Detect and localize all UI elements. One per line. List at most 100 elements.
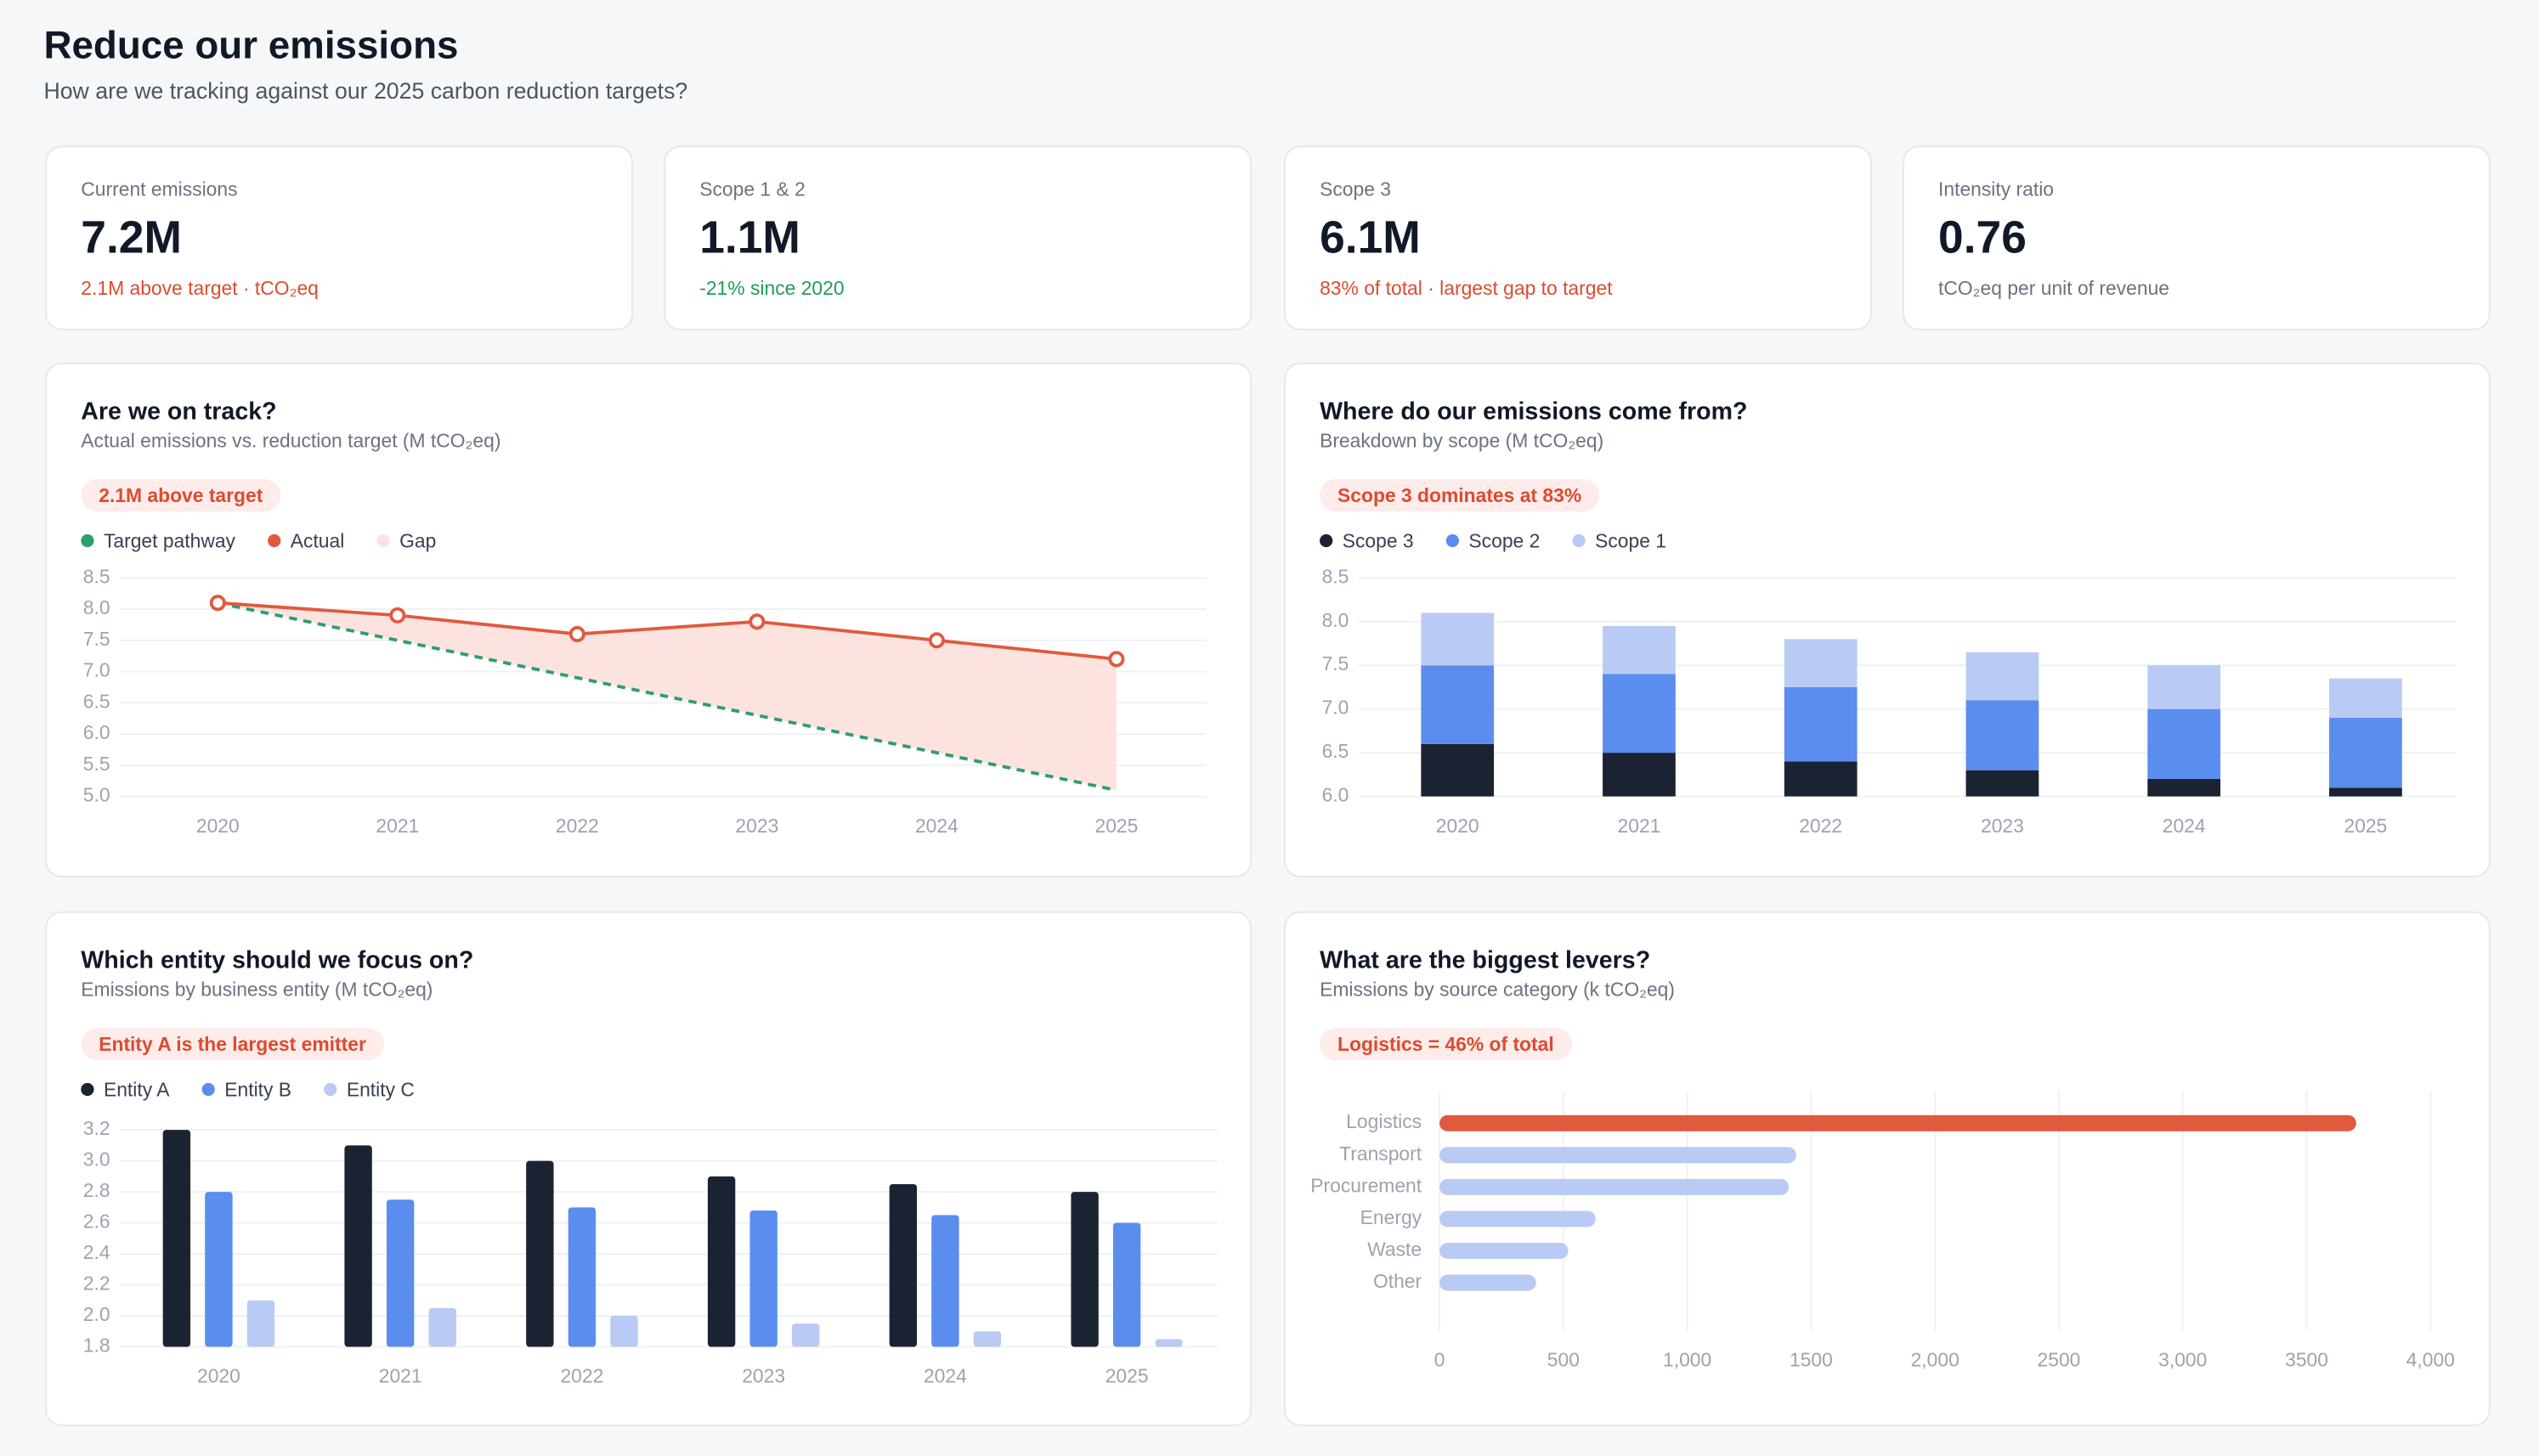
bar bbox=[344, 1145, 372, 1347]
x-tick-label: 2022 bbox=[1799, 815, 1842, 837]
legend-label: Scope 3 bbox=[1343, 529, 1414, 551]
y-tick-label: 3.2 bbox=[83, 1117, 110, 1139]
y-tick-label: 8.0 bbox=[1322, 609, 1349, 631]
x-tick-label: 1500 bbox=[1790, 1349, 1833, 1371]
y-tick-label: Transport bbox=[1339, 1143, 1422, 1165]
x-tick-label: 500 bbox=[1547, 1349, 1580, 1371]
x-tick-label: 2024 bbox=[924, 1365, 967, 1387]
bar bbox=[1439, 1211, 1596, 1227]
chart-card: Are we on track? Actual emissions vs. red… bbox=[45, 362, 1253, 878]
y-tick-label: 8.5 bbox=[83, 565, 110, 587]
y-tick-label: 7.0 bbox=[1322, 697, 1349, 719]
y-tick-label: 7.5 bbox=[83, 628, 110, 650]
y-tick-label: Procurement bbox=[1310, 1174, 1422, 1196]
kpi-note: tCO₂eq per unit of revenue bbox=[1938, 276, 2170, 300]
y-tick-label: Waste bbox=[1367, 1239, 1422, 1261]
chart: Which entity should we focus on? Emission… bbox=[81, 946, 1219, 1387]
bar-segment bbox=[1421, 612, 1495, 666]
legend-swatch bbox=[81, 1082, 94, 1097]
legend-swatch bbox=[268, 533, 281, 548]
x-tick-label: 2023 bbox=[735, 815, 778, 837]
legend-swatch bbox=[81, 533, 94, 548]
y-tick-label: 5.0 bbox=[83, 784, 110, 806]
chart: Where do our emissions come from? Breakdo… bbox=[1320, 398, 2457, 837]
gap-area bbox=[218, 602, 1117, 791]
x-tick-label: 2500 bbox=[2038, 1349, 2081, 1371]
chart-subtitle: Actual emissions vs. reduction target (M… bbox=[81, 429, 500, 451]
legend-label: Entity B bbox=[224, 1078, 291, 1100]
bar bbox=[792, 1323, 820, 1347]
bar-segment bbox=[2329, 678, 2402, 718]
chart-card: Which entity should we focus on? Emission… bbox=[45, 911, 1253, 1426]
legend-swatch bbox=[1572, 533, 1586, 548]
point bbox=[568, 625, 585, 642]
x-tick-label: 2021 bbox=[379, 1365, 422, 1387]
x-tick-label: 2022 bbox=[556, 815, 599, 837]
kpi-card: Scope 3 6.1M 83% of total · largest gap … bbox=[1284, 145, 1872, 330]
annotation: 2.1M above target bbox=[99, 484, 263, 506]
chart-card: What are the biggest levers? Emissions by… bbox=[1284, 911, 2491, 1426]
y-tick-label: 2.0 bbox=[83, 1303, 110, 1325]
x-tick-label: 2022 bbox=[560, 1365, 603, 1387]
annotation-badge bbox=[81, 479, 281, 512]
kpi-value: 6.1M bbox=[1320, 212, 1421, 262]
bar-segment bbox=[1603, 753, 1676, 797]
x-tick-label: 2021 bbox=[376, 815, 419, 837]
kpi-note: 2.1M above target · tCO₂eq bbox=[81, 276, 319, 300]
annotation: Entity A is the largest emitter bbox=[99, 1033, 366, 1055]
x-tick-label: 2023 bbox=[1981, 815, 2024, 837]
bar-segment bbox=[2329, 717, 2402, 788]
legend-label: Scope 2 bbox=[1468, 529, 1540, 551]
series-line bbox=[218, 601, 1117, 661]
y-tick-label: 6.0 bbox=[1322, 784, 1349, 806]
chart-subtitle: Emissions by business entity (M tCO₂eq) bbox=[81, 978, 433, 1000]
annotation-badge bbox=[1320, 1028, 1572, 1061]
bar bbox=[1071, 1192, 1099, 1347]
x-tick-label: 1,000 bbox=[1663, 1349, 1711, 1371]
legend-label: Entity A bbox=[104, 1078, 170, 1100]
bar-segment bbox=[2147, 778, 2221, 797]
chart-title: Are we on track? bbox=[81, 398, 276, 425]
kpi-card: Intensity ratio 0.76 tCO₂eq per unit of … bbox=[1903, 145, 2491, 330]
y-tick-label: 2.8 bbox=[83, 1179, 110, 1201]
bar-segment bbox=[1965, 652, 2039, 701]
y-tick-label: 8.5 bbox=[1322, 565, 1349, 587]
point bbox=[928, 632, 945, 649]
x-tick-label: 2025 bbox=[1106, 1365, 1149, 1387]
y-tick-label: 8.0 bbox=[83, 596, 110, 618]
y-tick-label: 5.5 bbox=[83, 753, 110, 775]
bar bbox=[973, 1331, 1002, 1347]
y-tick-label: 6.5 bbox=[83, 690, 110, 712]
annotation: Logistics = 46% of total bbox=[1337, 1033, 1554, 1055]
y-tick-label: 7.5 bbox=[1322, 652, 1349, 674]
bar-segment bbox=[1603, 625, 1676, 674]
kpi-value: 7.2M bbox=[81, 212, 182, 262]
x-tick-label: 3,000 bbox=[2158, 1349, 2207, 1371]
bar bbox=[707, 1176, 736, 1347]
legend-swatch bbox=[1320, 533, 1333, 548]
y-tick-label: 6.5 bbox=[1322, 740, 1349, 762]
kpi-value: 0.76 bbox=[1938, 212, 2027, 262]
chart-title: Which entity should we focus on? bbox=[81, 946, 473, 973]
bar-segment bbox=[1784, 639, 1858, 687]
chart: What are the biggest levers? Emissions by… bbox=[1310, 946, 2455, 1371]
legend-swatch bbox=[201, 1082, 215, 1097]
x-tick-label: 2024 bbox=[915, 815, 958, 837]
bar bbox=[610, 1315, 638, 1347]
legend-swatch bbox=[1445, 533, 1459, 548]
chart-title: Where do our emissions come from? bbox=[1320, 398, 1747, 425]
x-tick-label: 4,000 bbox=[2406, 1349, 2455, 1371]
legend-swatch bbox=[376, 533, 390, 548]
bar-segment bbox=[1965, 770, 2039, 797]
point bbox=[1108, 651, 1125, 668]
annotation-badge bbox=[1320, 479, 1600, 512]
chart-card: Where do our emissions come from? Breakdo… bbox=[1284, 362, 2491, 878]
kpi-label: Intensity ratio bbox=[1938, 178, 2055, 201]
x-tick-label: 2,000 bbox=[1911, 1349, 1959, 1371]
chart-subtitle: Breakdown by scope (M tCO₂eq) bbox=[1320, 429, 1603, 451]
y-tick-label: 2.2 bbox=[83, 1273, 110, 1295]
bar-segment bbox=[1784, 761, 1858, 797]
bar bbox=[205, 1192, 233, 1347]
y-tick-label: 2.6 bbox=[83, 1211, 110, 1233]
